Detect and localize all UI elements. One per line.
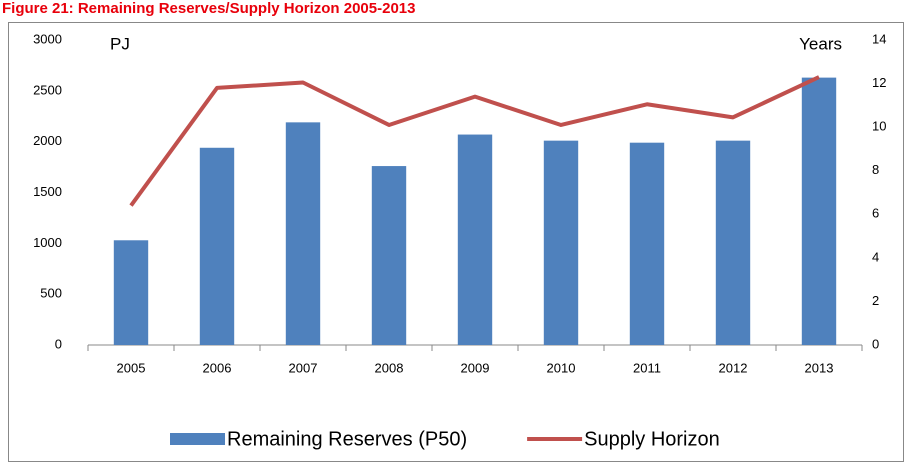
y-tick-label: 500 [40,286,62,301]
x-tick-label: 2008 [375,360,404,375]
y-tick-label: 3000 [33,31,62,46]
y-axis-label: PJ [110,34,130,53]
y-tick-label: 1000 [33,235,62,250]
x-tick-label: 2006 [203,360,232,375]
chart-border [8,22,904,462]
y2-tick-label: 14 [872,31,886,46]
bar [285,122,321,345]
y2-tick-label: 0 [872,336,879,351]
x-tick-label: 2005 [117,360,146,375]
legend-label: Remaining Reserves (P50) [227,428,467,450]
y2-tick-label: 8 [872,162,879,177]
x-tick-label: 2013 [805,360,834,375]
bar [457,134,493,345]
chart-title: Figure 21: Remaining Reserves/Supply Hor… [2,0,415,17]
legend-swatch [170,433,225,445]
line [129,75,820,207]
bar [199,147,235,345]
legend-label: Supply Horizon [584,428,720,450]
y2-tick-label: 4 [872,249,879,264]
bar [715,140,751,345]
x-tick-label: 2009 [461,360,490,375]
y2-tick-label: 10 [872,119,886,134]
x-tick-label: 2011 [633,360,661,375]
bar [543,140,579,345]
x-tick-label: 2007 [289,360,318,375]
y-tick-label: 2500 [33,82,62,97]
y-tick-label: 1500 [33,184,62,199]
bar [113,240,149,345]
y2-axis-label: Years [799,34,842,53]
bar [371,166,407,345]
x-tick-label: 2012 [719,360,748,375]
y2-tick-label: 6 [872,206,879,221]
y2-tick-label: 12 [872,75,886,90]
bar [801,77,837,345]
y-tick-label: 2000 [33,133,62,148]
bar [629,142,665,345]
y-tick-label: 0 [55,336,62,351]
x-tick-label: 2010 [547,360,576,375]
y2-tick-label: 2 [872,293,879,308]
